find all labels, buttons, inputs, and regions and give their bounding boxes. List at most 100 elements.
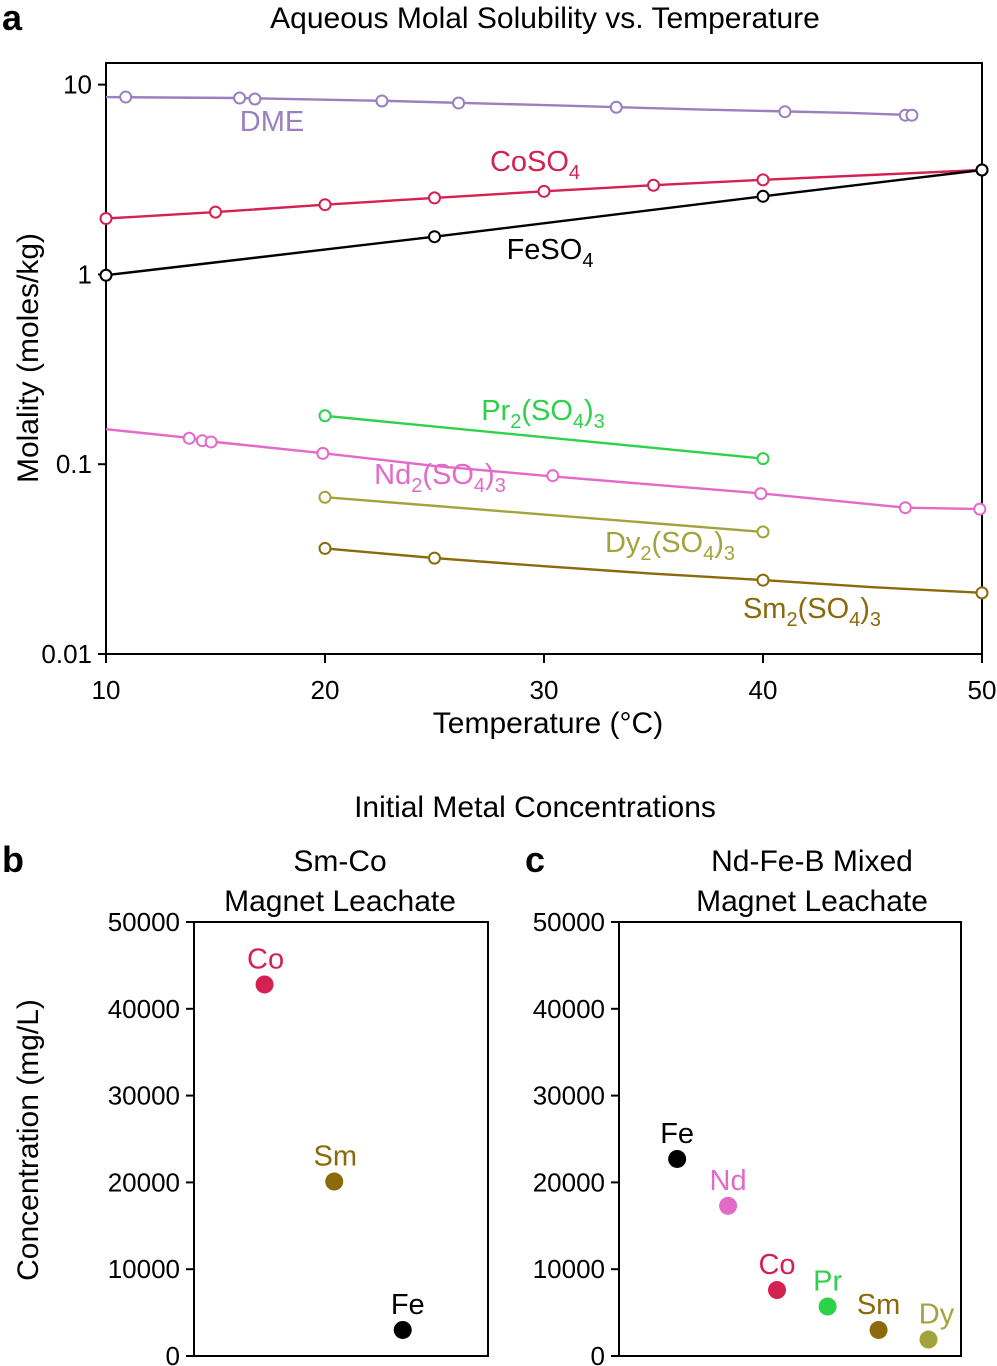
series-line-pr2-so4-3 xyxy=(324,414,764,460)
data-point-dy2-so4-3-0 xyxy=(318,490,332,504)
data-point-b-co xyxy=(255,975,274,994)
data-point-pr2-so4-3-1 xyxy=(756,452,770,466)
panel-c-ndfeb-chart: Nd-Fe-B Mixed Magnet Leachate 0 10000 2000… xyxy=(533,845,962,1366)
series-line-dme xyxy=(105,95,917,117)
chart-a-xtick-label-20: 20 xyxy=(311,675,340,705)
data-point-dme-0 xyxy=(119,90,133,104)
chart-b-ytick-label-0: 0 xyxy=(166,1341,180,1366)
chart-c-ytick-label-20000: 20000 xyxy=(533,1167,605,1197)
data-point-dy2-so4-3-1 xyxy=(756,525,770,539)
data-point-feso4-1 xyxy=(428,230,441,244)
series-label-dme: DME xyxy=(240,106,304,138)
series-nd2-so4-3 xyxy=(105,428,987,516)
chart-c-ytick-label-10000: 10000 xyxy=(533,1254,605,1284)
panel-letter-a: a xyxy=(2,0,23,38)
panel-a-solubility-chart: Aqueous Molal Solubility vs. Temperature… xyxy=(12,2,996,740)
data-label-c-dy: Dy xyxy=(919,1299,955,1331)
chart-b-ytick-label-20000: 20000 xyxy=(108,1167,180,1197)
series-line-dy2-so4-3 xyxy=(324,496,764,534)
data-point-dme-8 xyxy=(905,108,919,122)
chart-b-title-line-1: Sm-Co xyxy=(293,845,386,878)
series-line-coso4 xyxy=(105,168,983,220)
data-point-c-dy xyxy=(919,1330,938,1349)
data-point-pr2-so4-3-0 xyxy=(318,409,332,423)
data-label-b-co: Co xyxy=(247,943,284,975)
chart-a-xtick-label-40: 40 xyxy=(749,675,778,705)
chart-c-ytick-label-0: 0 xyxy=(591,1341,605,1366)
series-pr2-so4-3 xyxy=(318,409,770,466)
chart-b-plot-frame xyxy=(193,921,489,1357)
chart-b-ytick-label-30000: 30000 xyxy=(108,1081,180,1111)
series-label-dy2-so4-3: Dy2(SO4)3 xyxy=(605,527,735,565)
data-label-c-co: Co xyxy=(758,1249,795,1281)
data-point-coso4-6 xyxy=(756,173,770,187)
chart-b-y-axis-label: Concentration (mg/L) xyxy=(12,999,45,1281)
data-point-dme-2 xyxy=(248,92,262,106)
data-label-c-sm: Sm xyxy=(857,1289,901,1321)
data-point-coso4-1 xyxy=(209,205,222,219)
series-line-nd2-so4-3 xyxy=(105,428,983,511)
data-point-b-sm xyxy=(325,1172,344,1191)
series-dy2-so4-3 xyxy=(318,490,770,539)
chart-a-title: Aqueous Molal Solubility vs. Temperature xyxy=(270,2,820,35)
data-point-feso4-0 xyxy=(99,268,113,282)
data-point-sm2-so4-3-1 xyxy=(428,551,441,565)
data-point-coso4-4 xyxy=(537,184,551,198)
data-point-nd2-so4-3-5 xyxy=(754,487,768,501)
chart-a-ytick-label-10: 10 xyxy=(63,70,92,100)
data-point-dme-3 xyxy=(375,94,389,108)
chart-c-plot-frame xyxy=(618,921,962,1357)
data-label-c-nd: Nd xyxy=(710,1165,747,1197)
data-point-sm2-so4-3-2 xyxy=(756,573,770,587)
data-point-c-sm xyxy=(869,1320,888,1339)
data-point-c-pr xyxy=(818,1297,837,1316)
chart-a-xtick-label-30: 30 xyxy=(530,675,559,705)
data-point-c-co xyxy=(768,1281,787,1300)
chart-b-ytick-label-50000: 50000 xyxy=(108,907,180,937)
data-point-sm2-so4-3-0 xyxy=(318,541,332,555)
data-point-feso4-3 xyxy=(975,163,989,177)
chart-c-ytick-label-40000: 40000 xyxy=(533,994,605,1024)
data-point-nd2-so4-3-2 xyxy=(204,435,218,449)
data-point-dme-6 xyxy=(778,105,792,119)
data-label-c-pr: Pr xyxy=(813,1266,842,1298)
series-label-feso4: FeSO4 xyxy=(507,234,594,272)
data-label-c-fe: Fe xyxy=(660,1118,694,1150)
data-point-c-nd xyxy=(719,1196,738,1215)
data-point-coso4-5 xyxy=(647,178,660,192)
panel-letter-c: c xyxy=(525,839,545,880)
chart-c-ytick-label-30000: 30000 xyxy=(533,1081,605,1111)
chart-a-x-axis-label: Temperature (°C) xyxy=(433,707,663,740)
data-point-dme-1 xyxy=(233,91,247,105)
series-line-feso4 xyxy=(105,168,983,277)
data-point-b-fe xyxy=(393,1320,412,1339)
series-label-pr2-so4-3: Pr2(SO4)3 xyxy=(481,395,605,433)
chart-c-title-line-2: Magnet Leachate xyxy=(696,885,928,918)
data-point-dme-5 xyxy=(609,100,623,114)
data-point-sm2-so4-3-3 xyxy=(975,586,989,600)
data-point-coso4-2 xyxy=(318,198,332,212)
series-dme xyxy=(105,90,919,122)
chart-a-xtick-label-10: 10 xyxy=(92,675,121,705)
data-point-nd2-so4-3-3 xyxy=(316,446,330,460)
data-point-nd2-so4-3-6 xyxy=(898,501,912,515)
chart-c-title-line-1: Nd-Fe-B Mixed xyxy=(711,845,913,878)
panel-b-smco-chart: Sm-Co Magnet Leachate 0 10000 20000 30000 40… xyxy=(12,845,489,1366)
data-point-coso4-3 xyxy=(428,191,441,205)
data-point-dme-4 xyxy=(452,96,466,110)
series-sm2-so4-3 xyxy=(318,541,989,600)
data-label-b-sm: Sm xyxy=(313,1141,357,1173)
concentrations-suptitle: Initial Metal Concentrations xyxy=(354,791,716,824)
chart-b-title-line-2: Magnet Leachate xyxy=(224,885,456,918)
chart-a-ytick-label-0-1: 0.1 xyxy=(56,449,92,479)
chart-b-ytick-label-10000: 10000 xyxy=(108,1254,180,1284)
chart-a-xtick-label-50: 50 xyxy=(968,675,997,705)
series-label-coso4: CoSO4 xyxy=(490,146,580,184)
data-point-nd2-so4-3-7 xyxy=(973,502,987,516)
data-point-nd2-so4-3-4 xyxy=(546,469,560,483)
chart-a-ytick-label-1: 1 xyxy=(78,259,92,289)
data-point-feso4-2 xyxy=(756,189,770,203)
chart-a-y-axis-label: Molality (moles/kg) xyxy=(12,233,45,483)
series-label-nd2-so4-3: Nd2(SO4)3 xyxy=(374,459,506,497)
